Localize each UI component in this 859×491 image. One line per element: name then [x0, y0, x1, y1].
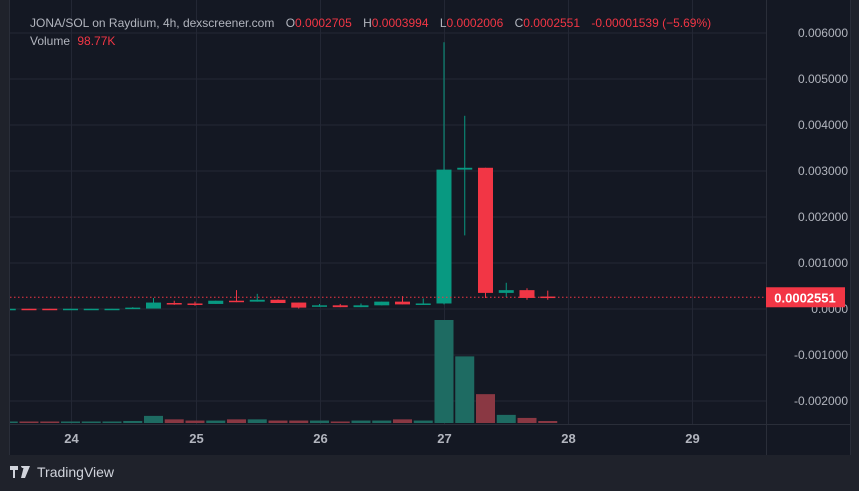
close-label: C	[514, 16, 524, 30]
candle-body	[146, 302, 161, 309]
candle-body	[415, 303, 431, 305]
volume-bar	[289, 420, 309, 423]
tradingview-logo-icon	[10, 466, 30, 478]
volume-legend: Volume 98.77K	[30, 34, 115, 48]
symbol-legend: JONA/SOL on Raydium, 4h, dexscreener.com…	[30, 16, 711, 30]
candle-body	[187, 303, 203, 305]
volume-bar	[102, 421, 122, 423]
close-value: 0.0002551	[523, 16, 581, 30]
price-tick-label: 0.001000	[798, 256, 848, 270]
candle-body	[519, 290, 535, 298]
volume-bar	[517, 417, 537, 423]
low-label: L	[439, 16, 447, 30]
volume-bar	[351, 420, 371, 423]
volume-bar	[123, 420, 143, 423]
candle-body	[291, 302, 307, 308]
tradingview-logo[interactable]: TradingView	[10, 464, 114, 480]
high-value: 0.0003994	[371, 16, 429, 30]
current-price-badge	[766, 287, 845, 308]
price-tick-label: 0.003000	[798, 164, 848, 178]
price-tick-label: -0.002000	[794, 394, 848, 408]
time-tick-label: 29	[685, 431, 699, 446]
symbol-title[interactable]: JONA/SOL on Raydium, 4h, dexscreener.com	[30, 16, 275, 30]
candle-body	[332, 305, 348, 308]
open-value: 0.0002705	[295, 16, 352, 30]
chart-panel[interactable]: 0.006000 0.005000 0.004000 0.003000 0.002000…	[9, 0, 851, 455]
high-label: H	[363, 16, 372, 30]
candle-body	[353, 305, 369, 308]
candle-body	[104, 308, 120, 311]
candle-body	[457, 167, 473, 170]
volume-bar	[310, 420, 329, 423]
time-tick-label: 24	[64, 431, 79, 446]
candle-body	[166, 303, 182, 305]
price-tick-label: 0.004000	[798, 118, 848, 132]
volume-bar	[144, 415, 163, 423]
candlestick-chart[interactable]: 0.006000 0.005000 0.004000 0.003000 0.002000…	[10, 0, 850, 455]
candle-body	[436, 169, 452, 304]
volume-bar	[206, 420, 226, 423]
candle-body	[270, 299, 286, 304]
volume-bar	[185, 420, 205, 423]
volume-bar	[40, 421, 60, 423]
candle-body	[125, 307, 141, 310]
candle-body	[10, 308, 16, 311]
volume-bar	[19, 421, 39, 423]
volume-bar	[227, 419, 246, 423]
price-tick-label: -0.001000	[794, 348, 848, 362]
volume-bar	[330, 421, 350, 423]
volume-bar	[434, 320, 454, 423]
low-value: 0.0002006	[446, 16, 504, 30]
candle-body	[21, 308, 37, 311]
candle-body	[478, 167, 493, 293]
volume-bar	[81, 421, 101, 423]
volume-bar	[61, 421, 80, 423]
volume-bar	[372, 420, 392, 423]
change-value: -0.00001539 (−5.69%)	[591, 16, 712, 30]
volume-value: 98.77K	[77, 34, 116, 48]
time-tick-label: 28	[561, 431, 575, 446]
candle-body	[42, 308, 58, 311]
volume-bar	[164, 419, 184, 423]
time-tick-label: 25	[189, 431, 203, 446]
price-tick-label: 0.005000	[798, 72, 848, 86]
volume-bar	[413, 420, 433, 423]
candle-body	[208, 300, 224, 304]
tradingview-brand: TradingView	[37, 464, 115, 480]
volume-bar	[496, 414, 516, 423]
candle-body	[374, 301, 390, 306]
candle-body	[498, 290, 514, 293]
volume-bar	[476, 394, 495, 423]
candle-body	[229, 300, 244, 303]
time-tick-label: 26	[313, 431, 327, 446]
candle-body	[83, 308, 99, 311]
open-label: O	[285, 16, 296, 30]
candle-body	[249, 299, 265, 302]
candle-body	[312, 305, 327, 307]
volume-bar	[10, 421, 18, 423]
time-tick-label: 27	[437, 431, 451, 446]
candle-body	[63, 308, 78, 311]
volume-bar	[247, 419, 267, 423]
volume-bar	[538, 420, 558, 423]
volume-bar	[455, 356, 475, 423]
candle-body	[395, 301, 410, 305]
price-tick-label: 0.006000	[798, 26, 848, 40]
volume-bar	[393, 419, 412, 423]
volume-label[interactable]: Volume	[30, 34, 71, 48]
candle-body	[540, 296, 556, 299]
volume-bar	[268, 420, 288, 423]
current-price-label: 0.0002551	[774, 290, 835, 305]
price-tick-label: 0.002000	[798, 210, 848, 224]
